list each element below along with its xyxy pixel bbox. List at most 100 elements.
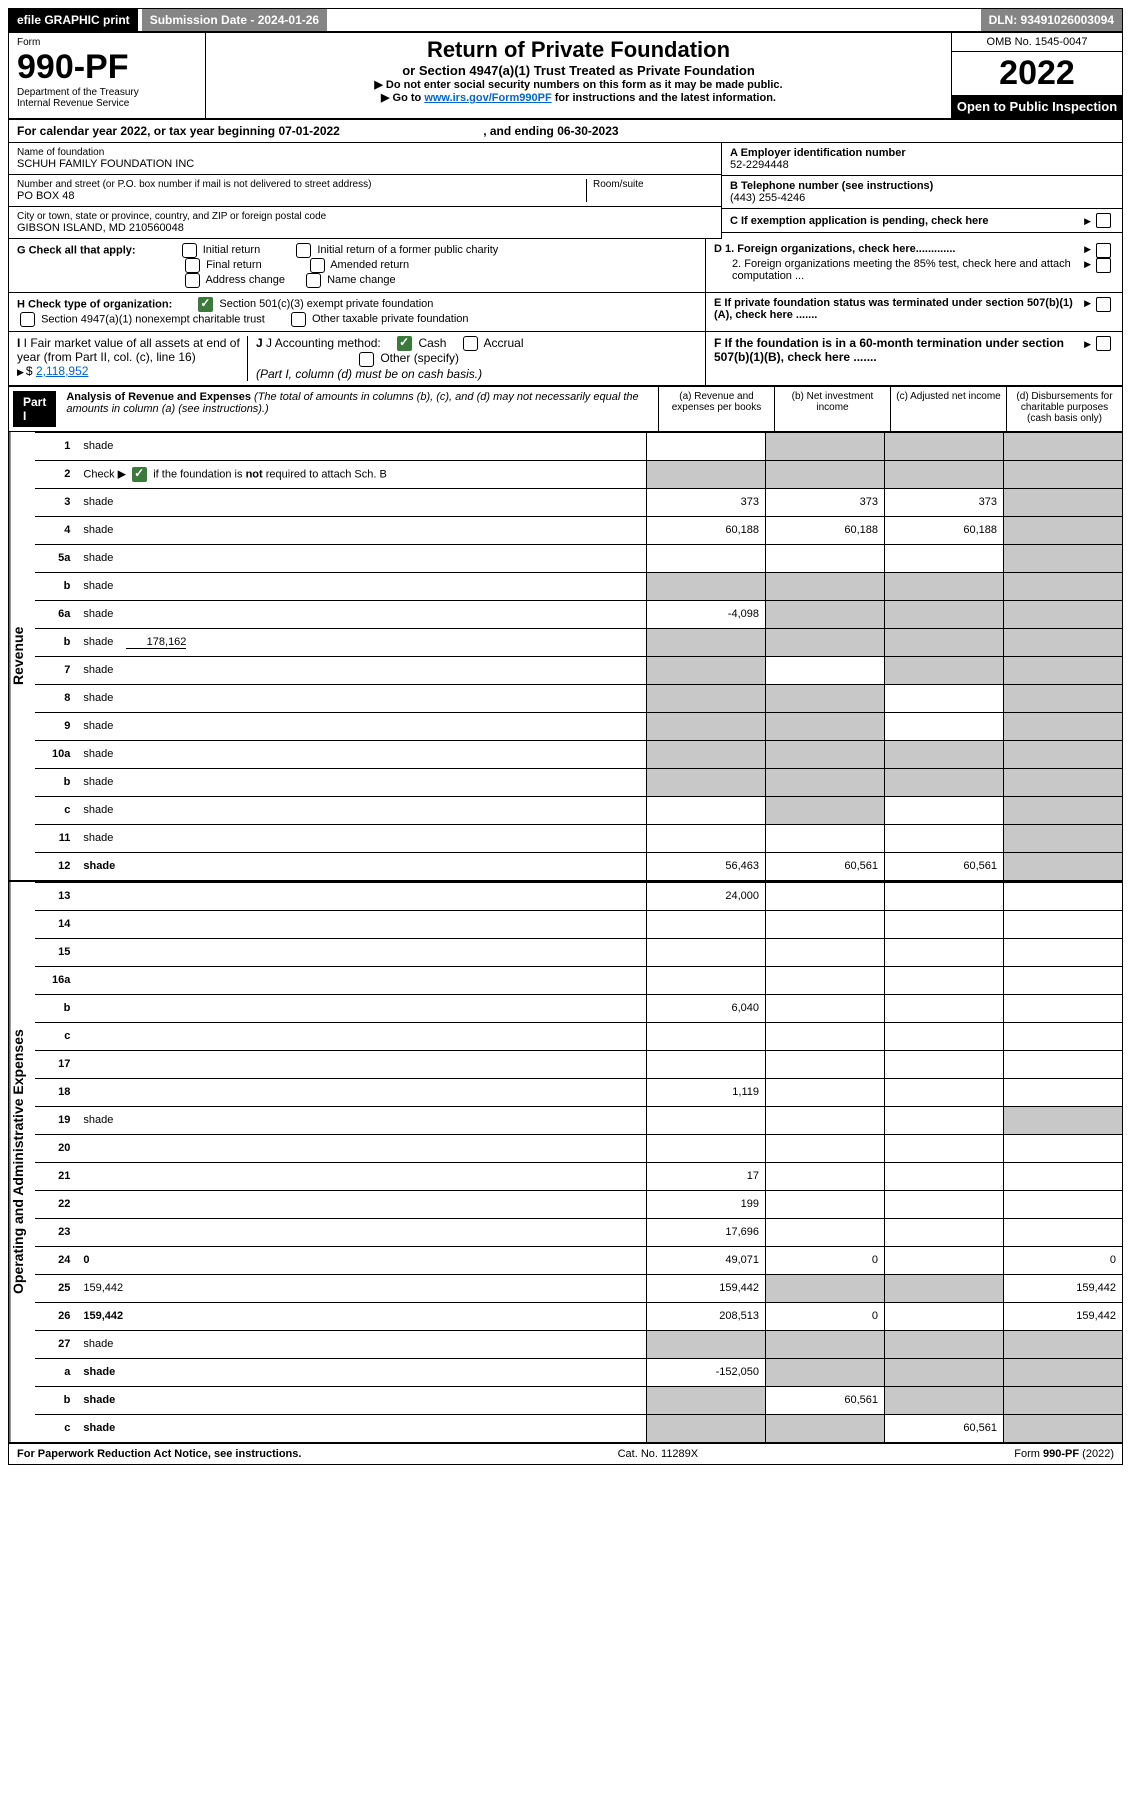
irs-label: Internal Revenue Service xyxy=(17,98,197,109)
row-number: 5a xyxy=(35,544,78,572)
irs-link[interactable]: www.irs.gov/Form990PF xyxy=(424,92,551,104)
cell-d xyxy=(1004,572,1123,600)
f-section: F If the foundation is in a 60-month ter… xyxy=(706,332,1122,385)
address-change-checkbox[interactable] xyxy=(185,273,200,288)
cell-c xyxy=(885,432,1004,460)
cell-c xyxy=(885,1218,1004,1246)
row-description: shade xyxy=(78,684,646,712)
row-description: shade xyxy=(78,1106,646,1134)
cell-c xyxy=(885,796,1004,824)
tax-year: 2022 xyxy=(952,52,1122,95)
table-row: ashade-152,050 xyxy=(35,1358,1122,1386)
cell-c: 373 xyxy=(885,488,1004,516)
cell-d xyxy=(1004,1190,1123,1218)
cell-a xyxy=(647,1134,766,1162)
final-return-checkbox[interactable] xyxy=(185,258,200,273)
initial-return-checkbox[interactable] xyxy=(182,243,197,258)
row-description: shade xyxy=(78,768,646,796)
cell-b xyxy=(766,910,885,938)
4947-checkbox[interactable] xyxy=(20,312,35,327)
cell-c xyxy=(885,882,1004,910)
cell-c xyxy=(885,938,1004,966)
table-row: 2Check ▶ if the foundation is not requir… xyxy=(35,460,1122,488)
cell-c xyxy=(885,656,1004,684)
ij-section: I I Fair market value of all assets at e… xyxy=(9,332,706,385)
cash-checkbox[interactable] xyxy=(397,336,412,351)
row-description: shade xyxy=(78,572,646,600)
cell-b xyxy=(766,938,885,966)
schb-checkbox[interactable] xyxy=(132,467,147,482)
f-checkbox[interactable] xyxy=(1096,336,1111,351)
form-label: Form xyxy=(17,37,197,48)
other-taxable-checkbox[interactable] xyxy=(291,312,306,327)
row-description: shade xyxy=(78,656,646,684)
table-row: 8shade xyxy=(35,684,1122,712)
e-checkbox[interactable] xyxy=(1096,297,1111,312)
cell-d xyxy=(1004,1358,1123,1386)
row-number: 26 xyxy=(35,1302,78,1330)
c-checkbox[interactable] xyxy=(1096,213,1111,228)
table-row: 26159,442208,5130159,442 xyxy=(35,1302,1122,1330)
table-row: bshade 178,162 xyxy=(35,628,1122,656)
cell-a: 6,040 xyxy=(647,994,766,1022)
row-number: 2 xyxy=(35,460,78,488)
cell-c xyxy=(885,910,1004,938)
d1-checkbox[interactable] xyxy=(1096,243,1111,258)
cell-a xyxy=(647,656,766,684)
initial-former-checkbox[interactable] xyxy=(296,243,311,258)
instr-2: ▶ Go to www.irs.gov/Form990PF for instru… xyxy=(214,91,943,104)
fmv-link[interactable]: 2,118,952 xyxy=(36,364,89,378)
cell-a xyxy=(647,1386,766,1414)
row-number: c xyxy=(35,796,78,824)
table-row: 19shade xyxy=(35,1106,1122,1134)
cell-a xyxy=(647,432,766,460)
amended-return-checkbox[interactable] xyxy=(310,258,325,273)
row-description: 159,442 xyxy=(78,1302,646,1330)
cell-b xyxy=(766,1330,885,1358)
cell-d: 159,442 xyxy=(1004,1302,1123,1330)
cell-a xyxy=(647,966,766,994)
501c3-checkbox[interactable] xyxy=(198,297,213,312)
cell-d xyxy=(1004,1022,1123,1050)
table-row: 3shade373373373 xyxy=(35,488,1122,516)
table-row: 1324,000 xyxy=(35,882,1122,910)
cell-b xyxy=(766,966,885,994)
cell-b xyxy=(766,1050,885,1078)
other-method-checkbox[interactable] xyxy=(359,352,374,367)
cell-a xyxy=(647,938,766,966)
table-row: 17 xyxy=(35,1050,1122,1078)
cell-a xyxy=(647,796,766,824)
d2-checkbox[interactable] xyxy=(1096,258,1111,273)
table-row: 25159,442159,442159,442 xyxy=(35,1274,1122,1302)
cell-d xyxy=(1004,1078,1123,1106)
row-number: b xyxy=(35,994,78,1022)
row-description xyxy=(78,938,646,966)
cell-a: 373 xyxy=(647,488,766,516)
cell-c: 60,188 xyxy=(885,516,1004,544)
cell-b xyxy=(766,712,885,740)
row-description: shade xyxy=(78,516,646,544)
cell-a: 1,119 xyxy=(647,1078,766,1106)
accrual-checkbox[interactable] xyxy=(463,336,478,351)
cell-a: 60,188 xyxy=(647,516,766,544)
cell-d xyxy=(1004,1162,1123,1190)
name-change-checkbox[interactable] xyxy=(306,273,321,288)
table-row: bshade60,561 xyxy=(35,1386,1122,1414)
col-d-header: (d) Disbursements for charitable purpose… xyxy=(1006,387,1122,431)
cell-d xyxy=(1004,824,1123,852)
cell-b: 373 xyxy=(766,488,885,516)
cell-d xyxy=(1004,1218,1123,1246)
expenses-table: 1324,000141516ab6,040c17181,11919shade20… xyxy=(35,882,1122,1442)
header-center: Return of Private Foundation or Section … xyxy=(206,33,951,118)
e-section: E If private foundation status was termi… xyxy=(706,293,1122,332)
top-bar: efile GRAPHIC print Submission Date - 20… xyxy=(9,9,1122,33)
cell-d xyxy=(1004,882,1123,910)
cell-d xyxy=(1004,768,1123,796)
table-row: 11shade xyxy=(35,824,1122,852)
row-number: 27 xyxy=(35,1330,78,1358)
row-description xyxy=(78,966,646,994)
cell-d xyxy=(1004,656,1123,684)
cell-d xyxy=(1004,1106,1123,1134)
cell-c xyxy=(885,740,1004,768)
row-description: shade xyxy=(78,712,646,740)
